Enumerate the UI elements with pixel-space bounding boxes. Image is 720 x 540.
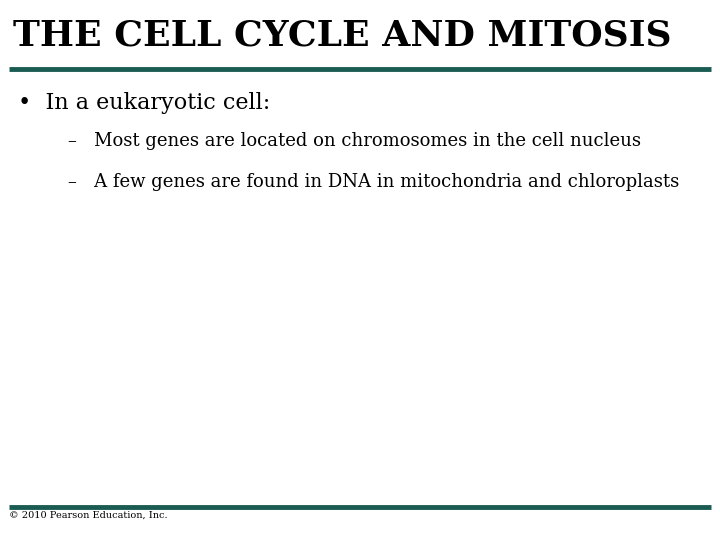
Text: THE CELL CYCLE AND MITOSIS: THE CELL CYCLE AND MITOSIS: [13, 19, 672, 53]
Text: –   Most genes are located on chromosomes in the cell nucleus: – Most genes are located on chromosomes …: [68, 132, 642, 150]
Text: •  In a eukaryotic cell:: • In a eukaryotic cell:: [18, 92, 270, 114]
Text: –   A few genes are found in DNA in mitochondria and chloroplasts: – A few genes are found in DNA in mitoch…: [68, 173, 680, 191]
Text: © 2010 Pearson Education, Inc.: © 2010 Pearson Education, Inc.: [9, 511, 167, 520]
